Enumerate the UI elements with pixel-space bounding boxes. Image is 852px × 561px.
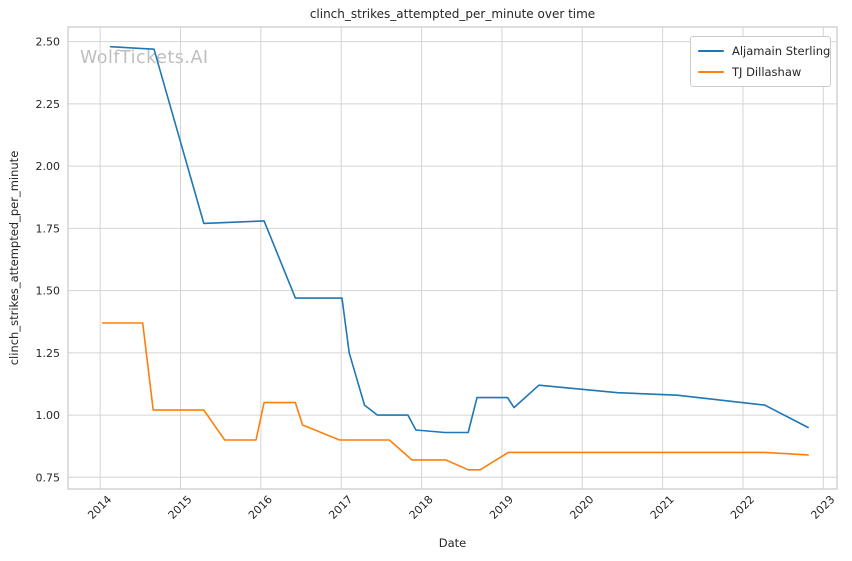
x-tick-label: 2022 (728, 493, 757, 522)
series-line-aljamain-sterling (109, 45, 809, 434)
x-axis-label: Date (438, 536, 467, 550)
y-tick-label: 2.25 (36, 98, 61, 111)
y-tick-label: 1.75 (36, 222, 61, 235)
y-tick-label: 2.00 (36, 160, 61, 173)
y-axis-label: clinch_strikes_attempted_per_minute (7, 150, 21, 366)
watermark: WolfTickets.AI (80, 48, 209, 68)
y-tick-label: 1.00 (36, 409, 61, 422)
legend: Aljamain Sterling TJ Dillashaw (690, 36, 831, 87)
y-tick-label: 1.50 (36, 285, 61, 298)
plot-border (67, 26, 838, 490)
chart-title: clinch_strikes_attempted_per_minute over… (309, 7, 596, 21)
x-tick-label: 2016 (246, 493, 275, 522)
x-tick-label: 2020 (567, 493, 596, 522)
x-tick-label: 2014 (85, 493, 114, 522)
series-line-tj-dillashaw (101, 322, 809, 471)
legend-label-tj-dillashaw: TJ Dillashaw (732, 65, 802, 79)
x-tick-label: 2015 (166, 493, 195, 522)
y-tick-label: 0.75 (36, 471, 61, 484)
legend-item-aljamain-sterling: Aljamain Sterling (698, 44, 830, 58)
legend-line-swatch-blue (698, 49, 724, 53)
x-tick-label: 2018 (407, 493, 436, 522)
x-tick-label: 2023 (808, 493, 837, 522)
x-tick-label: 2021 (648, 493, 677, 522)
y-tick-label: 2.50 (36, 36, 61, 49)
legend-line-swatch-orange (698, 70, 724, 74)
y-tick-label: 1.25 (36, 347, 61, 360)
legend-label-aljamain-sterling: Aljamain Sterling (732, 44, 831, 58)
legend-item-tj-dillashaw: TJ Dillashaw (698, 65, 821, 79)
x-tick-label: 2017 (326, 493, 355, 522)
x-tick-label: 2019 (487, 493, 516, 522)
